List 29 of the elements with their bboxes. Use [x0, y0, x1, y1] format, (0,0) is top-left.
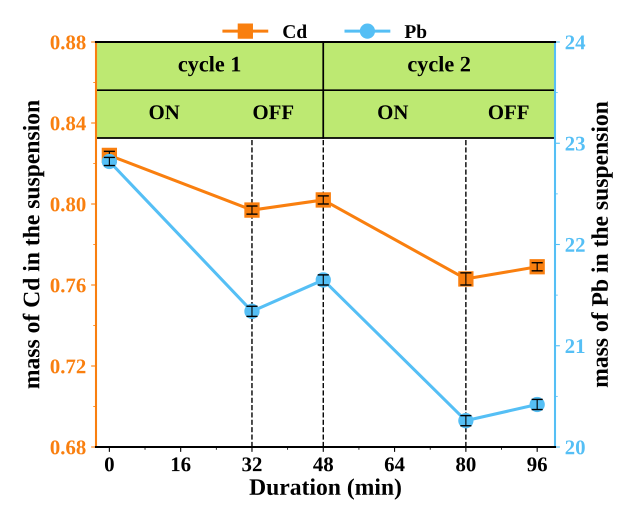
legend-label: Cd	[283, 24, 307, 38]
annotation: ON	[150, 105, 180, 120]
y-tick-label: 0.72	[50, 359, 86, 374]
y-axis-title: mass of Cd in the suspension	[22, 100, 44, 389]
legend-label: Pb	[404, 24, 426, 38]
annotation: OFF	[253, 105, 294, 120]
annotation: ON	[378, 105, 408, 120]
x-tick-label: 80	[456, 457, 476, 472]
x-axis-title: Duration (min)	[250, 478, 401, 500]
y2-tick-label: 20	[566, 440, 585, 454]
x-tick-label: 64	[384, 457, 405, 472]
y-tick-label: 0.80	[50, 197, 86, 212]
x-tick-label: 0	[104, 457, 114, 472]
y-tick-label: 0.84	[50, 116, 86, 131]
y-tick-label: 0.76	[50, 278, 86, 293]
x-tick-label: 32	[242, 457, 262, 472]
annotation: cycle 2	[408, 56, 470, 76]
x-tick-label: 16	[172, 457, 190, 472]
y2-axis-title: mass of Pb in the suspension	[591, 102, 613, 388]
y2-tick-label: 23	[566, 136, 585, 151]
y2-tick-label: 22	[566, 238, 585, 252]
x-tick-label: 96	[527, 457, 547, 472]
annotation: OFF	[488, 105, 528, 120]
y-tick-label: 0.88	[50, 35, 86, 50]
y2-tick-label: 21	[566, 339, 584, 353]
y2-tick-label: 24	[566, 35, 586, 50]
x-tick-label: 48	[313, 457, 333, 472]
annotation: cycle 1	[178, 56, 240, 76]
y-tick-label: 0.68	[50, 440, 86, 455]
